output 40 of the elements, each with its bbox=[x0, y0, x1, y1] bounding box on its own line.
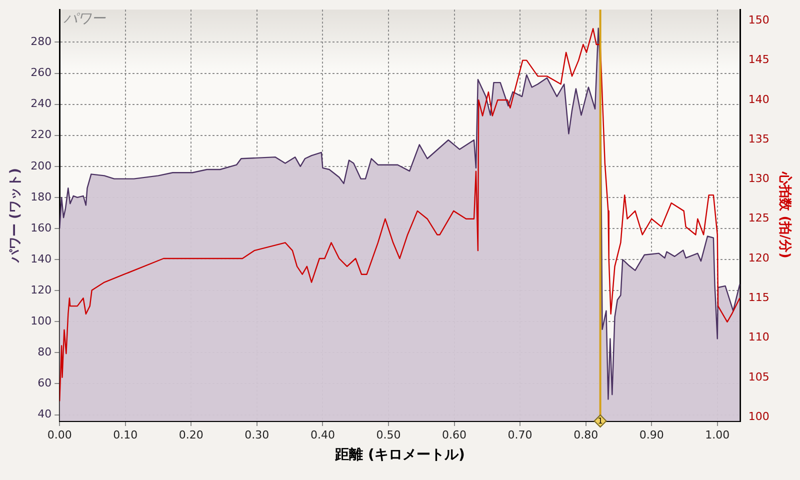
y2-axis-title: 心拍数 (拍/分) bbox=[776, 171, 793, 258]
y2-tick-label: 100 bbox=[748, 410, 770, 423]
y2-tick-label: 135 bbox=[748, 132, 770, 146]
y2-tick-label: 105 bbox=[748, 370, 770, 384]
x-tick-label: 0.50 bbox=[376, 428, 401, 442]
y2-tick-label: 130 bbox=[748, 172, 770, 186]
x-tick-label: 1.00 bbox=[705, 428, 730, 442]
chart-title: パワー bbox=[64, 11, 107, 28]
y2-tick-label: 120 bbox=[748, 251, 770, 264]
y-tick-label: 220 bbox=[30, 128, 52, 142]
y-tick-label: 120 bbox=[30, 283, 52, 296]
x-tick-label: 0.40 bbox=[310, 428, 335, 442]
y-tick-label: 80 bbox=[38, 346, 52, 359]
y-tick-label: 100 bbox=[30, 314, 52, 328]
y-tick-label: 180 bbox=[30, 190, 52, 204]
ref-line-label: 1 bbox=[598, 416, 603, 426]
y-tick-label: 200 bbox=[30, 159, 52, 172]
y-tick-label: 260 bbox=[30, 66, 52, 80]
y2-tick-label: 115 bbox=[748, 290, 770, 304]
y2-tick-label: 150 bbox=[748, 14, 770, 27]
y2-tick-label: 140 bbox=[748, 92, 770, 106]
x-tick-label: 0.00 bbox=[47, 428, 72, 442]
y-tick-label: 160 bbox=[30, 221, 52, 234]
y-axis-title: パワー (ワット) bbox=[8, 168, 24, 264]
y-tick-label: 280 bbox=[30, 35, 52, 48]
x-tick-label: 0.70 bbox=[508, 428, 532, 442]
y-tick-label: 60 bbox=[38, 376, 52, 390]
x-tick-label: 0.20 bbox=[178, 428, 204, 442]
y2-tick-label: 125 bbox=[748, 212, 770, 225]
x-axis-title: 距離 (キロメートル) bbox=[334, 447, 465, 464]
y2-tick-label: 145 bbox=[748, 53, 770, 66]
x-tick-label: 0.60 bbox=[442, 428, 467, 442]
x-tick-label: 0.90 bbox=[639, 428, 664, 442]
y-tick-label: 240 bbox=[30, 97, 52, 110]
x-tick-label: 0.10 bbox=[113, 428, 138, 442]
x-tick-label: 0.80 bbox=[574, 428, 598, 442]
x-tick-label: 0.30 bbox=[244, 428, 270, 442]
y2-tick-label: 110 bbox=[748, 330, 770, 344]
y-tick-label: 40 bbox=[38, 408, 52, 421]
y-tick-label: 140 bbox=[30, 252, 52, 266]
